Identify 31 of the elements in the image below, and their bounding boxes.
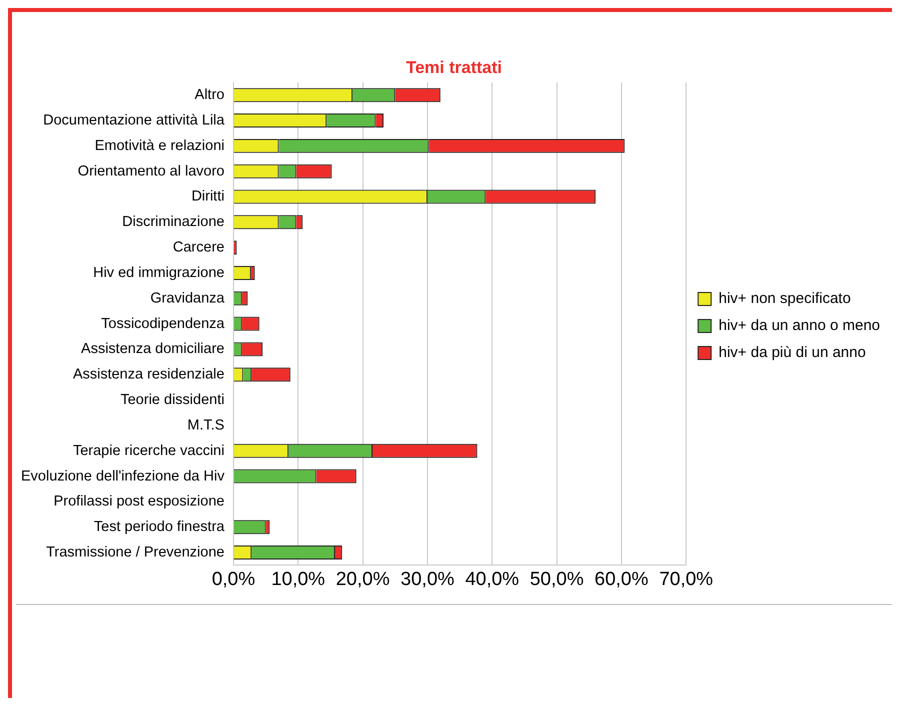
y-tick-label: Trasmissione / Prevenzione [46, 544, 224, 560]
y-tick-label: Diritti [191, 188, 224, 205]
x-tick-label: 60,0% [594, 568, 649, 590]
y-tick-label: Emotività e relazioni [94, 138, 224, 154]
y-tick-label: Carcere [172, 240, 224, 256]
y-tick-label: Profilassi post esposizione [54, 494, 224, 510]
legend-label: hiv+ da un anno o meno [718, 317, 880, 334]
y-tick-label: Terapie ricerche vaccini [72, 442, 224, 459]
y-tick-label: Assistenza residenziale [72, 366, 224, 383]
legend-label: hiv+ da più di un anno [718, 344, 866, 362]
x-tick-label: 50,0% [530, 568, 584, 590]
x-tick-label: 10,0% [271, 568, 326, 590]
x-tick-label: 20,0% [336, 568, 390, 590]
y-tick-label: Teorie dissidenti [120, 392, 224, 408]
y-tick-label: Altro [194, 87, 224, 104]
y-tick-label: M.T.S [187, 417, 224, 434]
chart-title: Temi trattati [406, 58, 502, 77]
x-tick-label: 70,0% [659, 568, 714, 590]
y-tick-label: Assistenza domiciliare [81, 341, 224, 358]
x-tick-label: 30,0% [400, 568, 455, 590]
y-tick-label: Evoluzione dell'infezione da Hiv [20, 468, 226, 484]
x-tick-label: 0,0% [212, 568, 256, 590]
y-tick-label: Tossicodipendenza [101, 316, 226, 332]
y-tick-label: Discriminazione [122, 214, 224, 230]
y-tick-label: Documentazione attività Lila [43, 112, 226, 129]
y-tick-label: Test periodo finestra [94, 519, 226, 536]
legend-label: hiv+ non specificato [718, 290, 851, 308]
x-tick-label: 40,0% [465, 568, 520, 590]
y-tick-label: Orientamento al lavoro [78, 163, 224, 180]
y-tick-label: Hiv ed immigrazione [93, 264, 224, 281]
y-tick-label: Gravidanza [150, 290, 226, 306]
